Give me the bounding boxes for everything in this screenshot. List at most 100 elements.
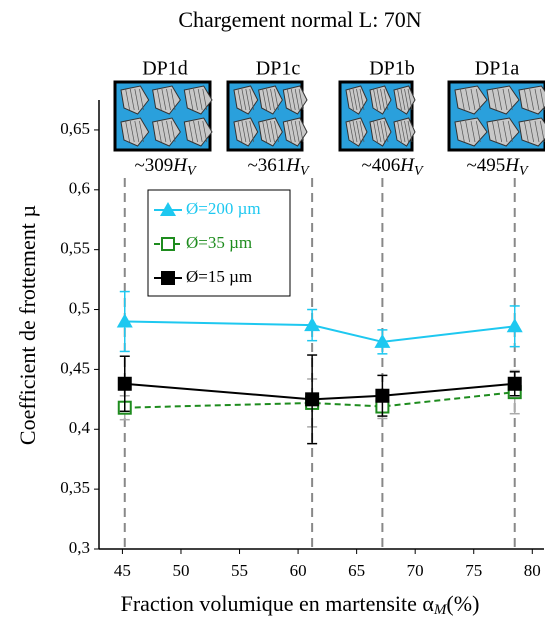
image-lamella [376,88,382,111]
image-lamella [491,88,497,111]
hardness-value: ~309 [134,155,173,176]
image-lamella [294,120,300,143]
series-line [124,382,515,401]
image-lamella [245,120,251,143]
marker [117,376,132,391]
image-lamella [262,88,267,111]
image-lamella [188,120,194,143]
y-tick-label: 0,35 [60,478,90,497]
image-lamella [397,120,402,143]
image-lamella [400,120,406,143]
image-lamella [170,88,176,111]
image-lamella [380,120,385,143]
image-lamella [349,120,354,143]
image-lamella [266,88,271,111]
image-lamella [352,88,358,111]
image-lamella [193,88,198,111]
hardness-unit: H [399,155,415,176]
image-lamella [241,88,247,111]
image-lamella [356,88,361,111]
image-lamella [407,88,413,111]
image-lamella [197,120,203,143]
y-tick-label: 0,55 [60,239,90,258]
image-lamella [475,88,481,111]
image-lamella [125,120,130,143]
image-lamella [237,120,243,143]
image-lamella [376,120,382,143]
image-lamella [352,120,358,143]
image-lamella [245,88,251,111]
image-grain [369,117,392,147]
x-axis-label: Fraction volumique en martensite αM(%) [121,591,480,618]
chart-title: Chargement normal L: 70N [178,7,421,32]
image-lamella [139,120,144,143]
image-lamella [539,120,545,143]
y-tick-label: 0,3 [69,538,90,557]
image-lamella [134,120,140,143]
legend-label: Ø=15 µm [186,267,252,286]
image-lamella [202,88,208,111]
image-lamella [262,120,267,143]
image-grain [486,117,520,147]
x-tick-label: 60 [290,561,307,580]
image-lamella [507,120,513,143]
image-lamella [470,88,476,111]
image-lamella [197,88,203,111]
x-label-suffix: (%) [446,591,479,616]
image-lamella [286,120,292,143]
hardness-value: ~361 [247,155,286,176]
image-lamella [249,120,255,143]
inset-name: DP1c [256,58,301,80]
x-tick-label: 55 [231,561,248,580]
image-grain [345,117,368,147]
image-lamella [539,88,545,111]
microstructure-images [113,80,545,152]
x-tick-label: 65 [348,561,365,580]
x-label-sub: M [433,602,448,618]
image-lamella [161,120,167,143]
image-lamella [359,120,365,143]
image-grain [345,85,368,115]
hardness-unit: H [504,155,520,176]
hardness-unit: H [285,155,301,176]
image-lamella [459,88,465,111]
legend-marker [161,271,175,285]
image-lamella [383,120,389,143]
legend-label: Ø=200 µm [186,199,261,218]
image-lamella [397,88,402,111]
marker [374,333,391,348]
image-lamella [380,88,385,111]
image-lamella [491,120,497,143]
image-lamella [529,88,535,111]
image-lamella [166,88,171,111]
marker [304,317,321,332]
image-lamella [188,88,194,111]
image-lamella [249,88,255,111]
inset-name: DP1d [142,58,188,80]
image-lamella [237,88,243,111]
inset-name: DP1b [369,58,415,80]
image-lamella [166,120,171,143]
y-tick-label: 0,4 [69,418,91,437]
image-lamella [270,88,275,111]
image-lamella [373,120,378,143]
image-lamella [400,88,406,111]
image-lamella [502,120,508,143]
x-tick-label: 80 [524,561,541,580]
hardness-unit-sub: V [300,164,310,179]
inset-hardness: ~309HV [134,155,197,179]
image-lamella [241,120,247,143]
image-lamella [383,88,389,111]
image-lamella [497,120,503,143]
hardness-unit-sub: V [414,164,424,179]
x-tick-label: 70 [407,561,424,580]
y-axis-label: Coefficient de frottement µ [15,205,40,445]
image-lamella [129,120,135,143]
inset-hardness: ~361HV [247,155,310,179]
image-lamella [298,88,304,111]
hardness-unit-sub: V [519,164,529,179]
image-lamella [507,88,513,111]
image-lamella [156,88,162,111]
image-grain [486,85,520,115]
hardness-value: ~495 [466,155,505,176]
